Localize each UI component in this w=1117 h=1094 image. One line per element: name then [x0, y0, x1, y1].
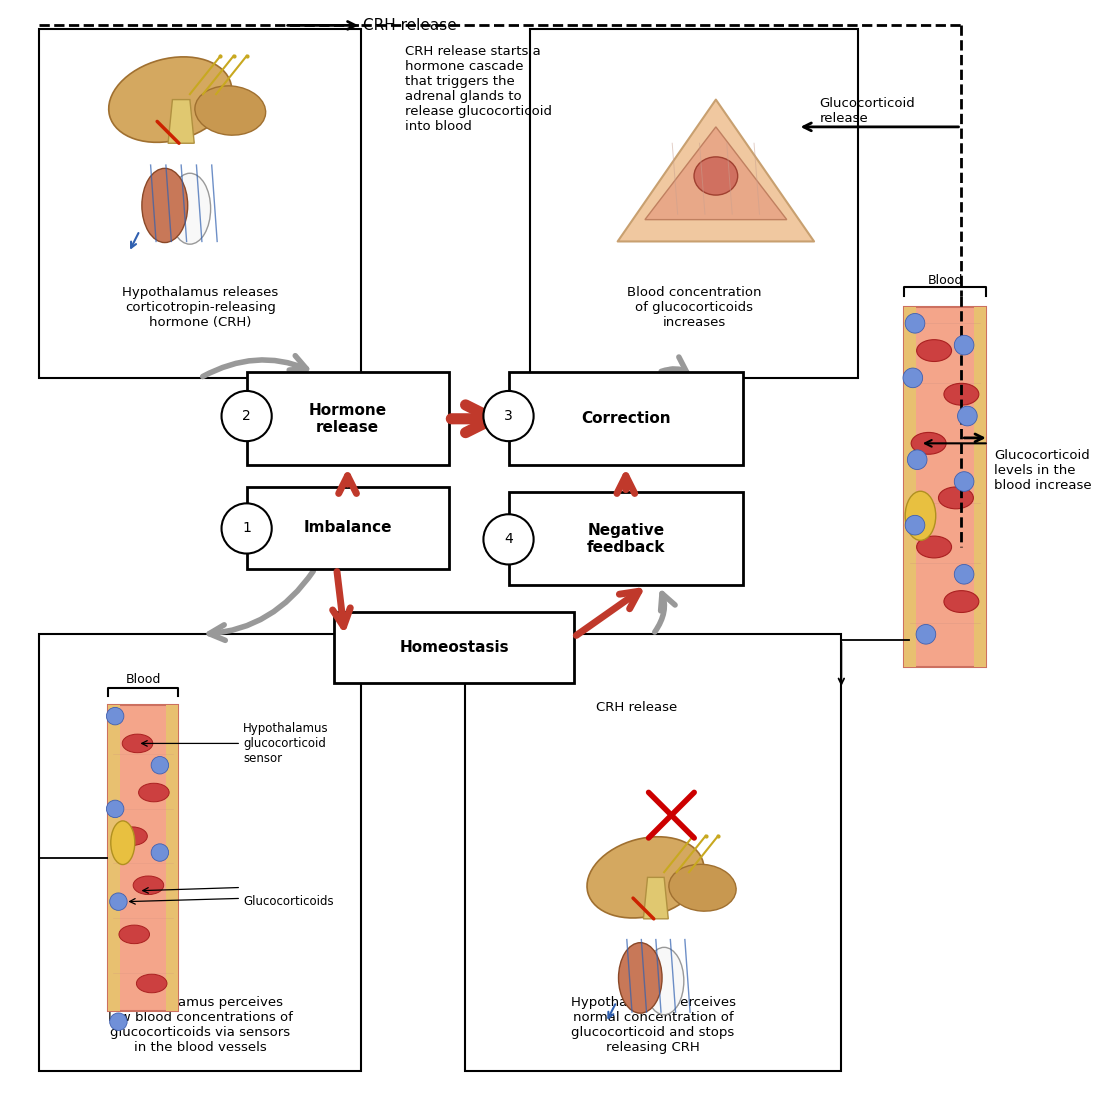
Ellipse shape: [122, 734, 153, 753]
Bar: [531, 28, 858, 377]
Circle shape: [905, 314, 925, 333]
Text: Blood: Blood: [927, 275, 963, 288]
Circle shape: [954, 565, 974, 584]
Bar: [508, 372, 743, 465]
Ellipse shape: [111, 820, 135, 864]
Bar: [39, 28, 361, 377]
Ellipse shape: [139, 783, 169, 802]
Text: 4: 4: [504, 533, 513, 546]
Text: CRH release: CRH release: [595, 701, 677, 714]
Circle shape: [221, 391, 271, 441]
Bar: [904, 307, 916, 667]
Bar: [107, 706, 179, 1011]
Ellipse shape: [117, 827, 147, 846]
Ellipse shape: [169, 173, 211, 244]
Text: Hormone
release: Hormone release: [308, 403, 386, 435]
Bar: [247, 372, 449, 465]
Text: CRH release starts a
hormone cascade
that triggers the
adrenal glands to
release: CRH release starts a hormone cascade tha…: [404, 45, 552, 133]
Circle shape: [106, 708, 124, 725]
Text: Hypothalamus perceives
low blood concentrations of
glucocorticoids via sensors
i: Hypothalamus perceives low blood concent…: [108, 997, 293, 1055]
Text: CRH release: CRH release: [363, 18, 457, 33]
Text: 2: 2: [242, 409, 251, 423]
Ellipse shape: [619, 943, 662, 1013]
Text: Imbalance: Imbalance: [304, 521, 392, 535]
Ellipse shape: [194, 85, 266, 136]
Ellipse shape: [108, 57, 231, 142]
Circle shape: [957, 406, 977, 426]
Ellipse shape: [669, 864, 736, 911]
Text: Hypothalamus perceives
normal concentration of
glucocorticoid and stops
releasin: Hypothalamus perceives normal concentrat…: [571, 997, 736, 1055]
Bar: [465, 635, 841, 1071]
Ellipse shape: [694, 156, 737, 195]
Circle shape: [151, 843, 169, 861]
Text: 1: 1: [242, 522, 251, 535]
Ellipse shape: [938, 487, 973, 509]
Circle shape: [907, 450, 927, 469]
Bar: [904, 307, 986, 667]
Text: Correction: Correction: [581, 411, 670, 427]
Circle shape: [221, 503, 271, 554]
Ellipse shape: [917, 339, 952, 361]
Polygon shape: [618, 100, 814, 242]
Circle shape: [151, 757, 169, 773]
Circle shape: [954, 472, 974, 491]
Text: Blood concentration
of glucocorticoids
increases: Blood concentration of glucocorticoids i…: [627, 286, 762, 329]
Ellipse shape: [133, 876, 164, 895]
Polygon shape: [645, 127, 786, 220]
Circle shape: [484, 514, 534, 565]
Text: Hypothalamus releases
corticotropin-releasing
hormone (CRH): Hypothalamus releases corticotropin-rele…: [122, 286, 278, 329]
Text: Homeostasis: Homeostasis: [399, 640, 508, 655]
Ellipse shape: [944, 383, 978, 405]
Bar: [39, 635, 361, 1071]
Bar: [974, 307, 986, 667]
Text: Blood: Blood: [125, 673, 161, 686]
Bar: [334, 613, 574, 684]
Text: 3: 3: [504, 409, 513, 423]
Circle shape: [109, 893, 127, 910]
Circle shape: [905, 515, 925, 535]
Bar: [107, 706, 120, 1011]
Ellipse shape: [588, 837, 704, 918]
Ellipse shape: [645, 947, 684, 1015]
Ellipse shape: [911, 432, 946, 454]
Ellipse shape: [118, 926, 150, 944]
Text: Glucocorticoids: Glucocorticoids: [244, 895, 334, 908]
Ellipse shape: [142, 168, 188, 243]
Text: Hypothalamus
glucocorticoid
sensor: Hypothalamus glucocorticoid sensor: [244, 722, 330, 765]
Circle shape: [109, 1013, 127, 1031]
Circle shape: [484, 391, 534, 441]
Text: Glucocorticoid
levels in the
blood increase: Glucocorticoid levels in the blood incre…: [994, 450, 1091, 492]
Text: Glucocorticoid
release: Glucocorticoid release: [820, 96, 915, 125]
Bar: [247, 487, 449, 569]
Circle shape: [903, 368, 923, 387]
Ellipse shape: [136, 975, 166, 992]
Polygon shape: [643, 877, 668, 919]
Ellipse shape: [944, 591, 978, 613]
Ellipse shape: [917, 536, 952, 558]
Bar: [508, 492, 743, 585]
Ellipse shape: [905, 491, 936, 540]
Circle shape: [916, 625, 936, 644]
Circle shape: [106, 800, 124, 817]
Text: Negative
feedback: Negative feedback: [586, 523, 665, 555]
Circle shape: [954, 335, 974, 354]
Polygon shape: [168, 100, 194, 143]
Bar: [166, 706, 179, 1011]
